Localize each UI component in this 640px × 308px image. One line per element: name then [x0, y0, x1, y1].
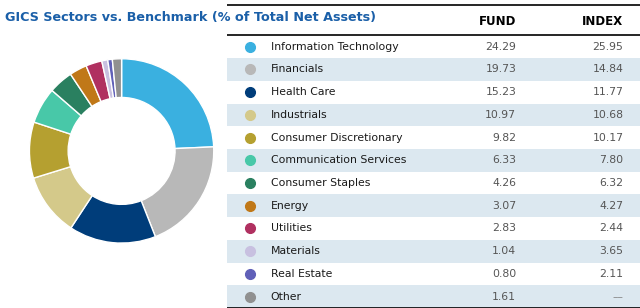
- Text: 9.82: 9.82: [492, 133, 516, 143]
- Text: 10.17: 10.17: [593, 133, 623, 143]
- Text: Other: Other: [271, 292, 301, 302]
- Wedge shape: [29, 122, 71, 178]
- Text: 10.68: 10.68: [593, 110, 623, 120]
- Wedge shape: [141, 147, 214, 237]
- Bar: [227, 58, 640, 81]
- Text: Financials: Financials: [271, 64, 324, 75]
- Text: 4.27: 4.27: [600, 201, 623, 211]
- Text: 4.26: 4.26: [492, 178, 516, 188]
- Wedge shape: [52, 74, 92, 116]
- Text: 15.23: 15.23: [485, 87, 516, 97]
- Wedge shape: [70, 66, 101, 107]
- Text: GICS Sectors vs. Benchmark (% of Total Net Assets): GICS Sectors vs. Benchmark (% of Total N…: [5, 11, 376, 24]
- Text: 2.11: 2.11: [600, 269, 623, 279]
- Bar: [227, 149, 640, 172]
- Wedge shape: [122, 59, 214, 148]
- Bar: [227, 240, 640, 262]
- Text: Industrials: Industrials: [271, 110, 327, 120]
- Text: 24.29: 24.29: [485, 42, 516, 52]
- Wedge shape: [112, 59, 122, 98]
- Text: 1.04: 1.04: [492, 246, 516, 256]
- Text: Utilities: Utilities: [271, 224, 312, 233]
- Text: 14.84: 14.84: [593, 64, 623, 75]
- Text: 10.97: 10.97: [485, 110, 516, 120]
- Text: Real Estate: Real Estate: [271, 269, 332, 279]
- Text: 6.33: 6.33: [492, 155, 516, 165]
- Bar: [227, 285, 640, 308]
- Text: 3.07: 3.07: [492, 201, 516, 211]
- Text: Materials: Materials: [271, 246, 321, 256]
- Text: 25.95: 25.95: [593, 42, 623, 52]
- Wedge shape: [71, 196, 156, 243]
- Text: 1.61: 1.61: [492, 292, 516, 302]
- Text: Consumer Staples: Consumer Staples: [271, 178, 370, 188]
- Text: 11.77: 11.77: [593, 87, 623, 97]
- Text: Information Technology: Information Technology: [271, 42, 398, 52]
- Text: 19.73: 19.73: [485, 64, 516, 75]
- Bar: [227, 194, 640, 217]
- Text: Energy: Energy: [271, 201, 308, 211]
- Text: ––: ––: [612, 292, 623, 302]
- Wedge shape: [34, 91, 81, 134]
- Text: 0.80: 0.80: [492, 269, 516, 279]
- Text: Communication Services: Communication Services: [271, 155, 406, 165]
- Wedge shape: [33, 167, 92, 228]
- Text: 2.44: 2.44: [600, 224, 623, 233]
- Text: 6.32: 6.32: [600, 178, 623, 188]
- Text: 3.65: 3.65: [600, 246, 623, 256]
- Text: 2.83: 2.83: [492, 224, 516, 233]
- Text: 7.80: 7.80: [600, 155, 623, 165]
- Bar: [227, 103, 640, 126]
- Wedge shape: [86, 61, 110, 102]
- Text: Consumer Discretionary: Consumer Discretionary: [271, 133, 402, 143]
- Text: INDEX: INDEX: [582, 15, 623, 28]
- Wedge shape: [102, 60, 113, 99]
- Text: Health Care: Health Care: [271, 87, 335, 97]
- Wedge shape: [108, 59, 116, 98]
- Text: FUND: FUND: [479, 15, 516, 28]
